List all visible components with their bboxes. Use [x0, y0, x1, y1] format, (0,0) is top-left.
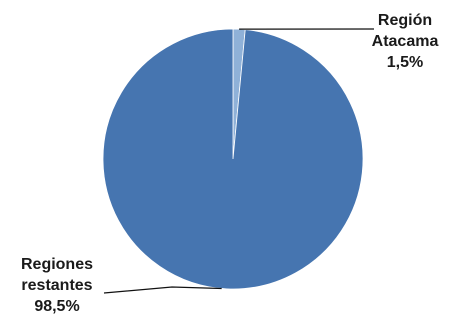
slice-label-regiones-restantes: Regiones restantes 98,5% [2, 254, 112, 317]
slice-value-label: 1,5% [386, 54, 424, 71]
slice-label-line: Atacama [371, 33, 439, 50]
slice-label-line: Regiones [20, 256, 93, 273]
pie-slice-1 [102, 28, 364, 290]
slice-label-line: restantes [21, 277, 93, 294]
leader-line-regiones-restantes [103, 286, 222, 294]
slice-label-region-atacama: Región Atacama 1,5% [360, 10, 450, 73]
slice-value-label: 98,5% [34, 298, 80, 315]
slice-label-line: Región [377, 12, 433, 29]
